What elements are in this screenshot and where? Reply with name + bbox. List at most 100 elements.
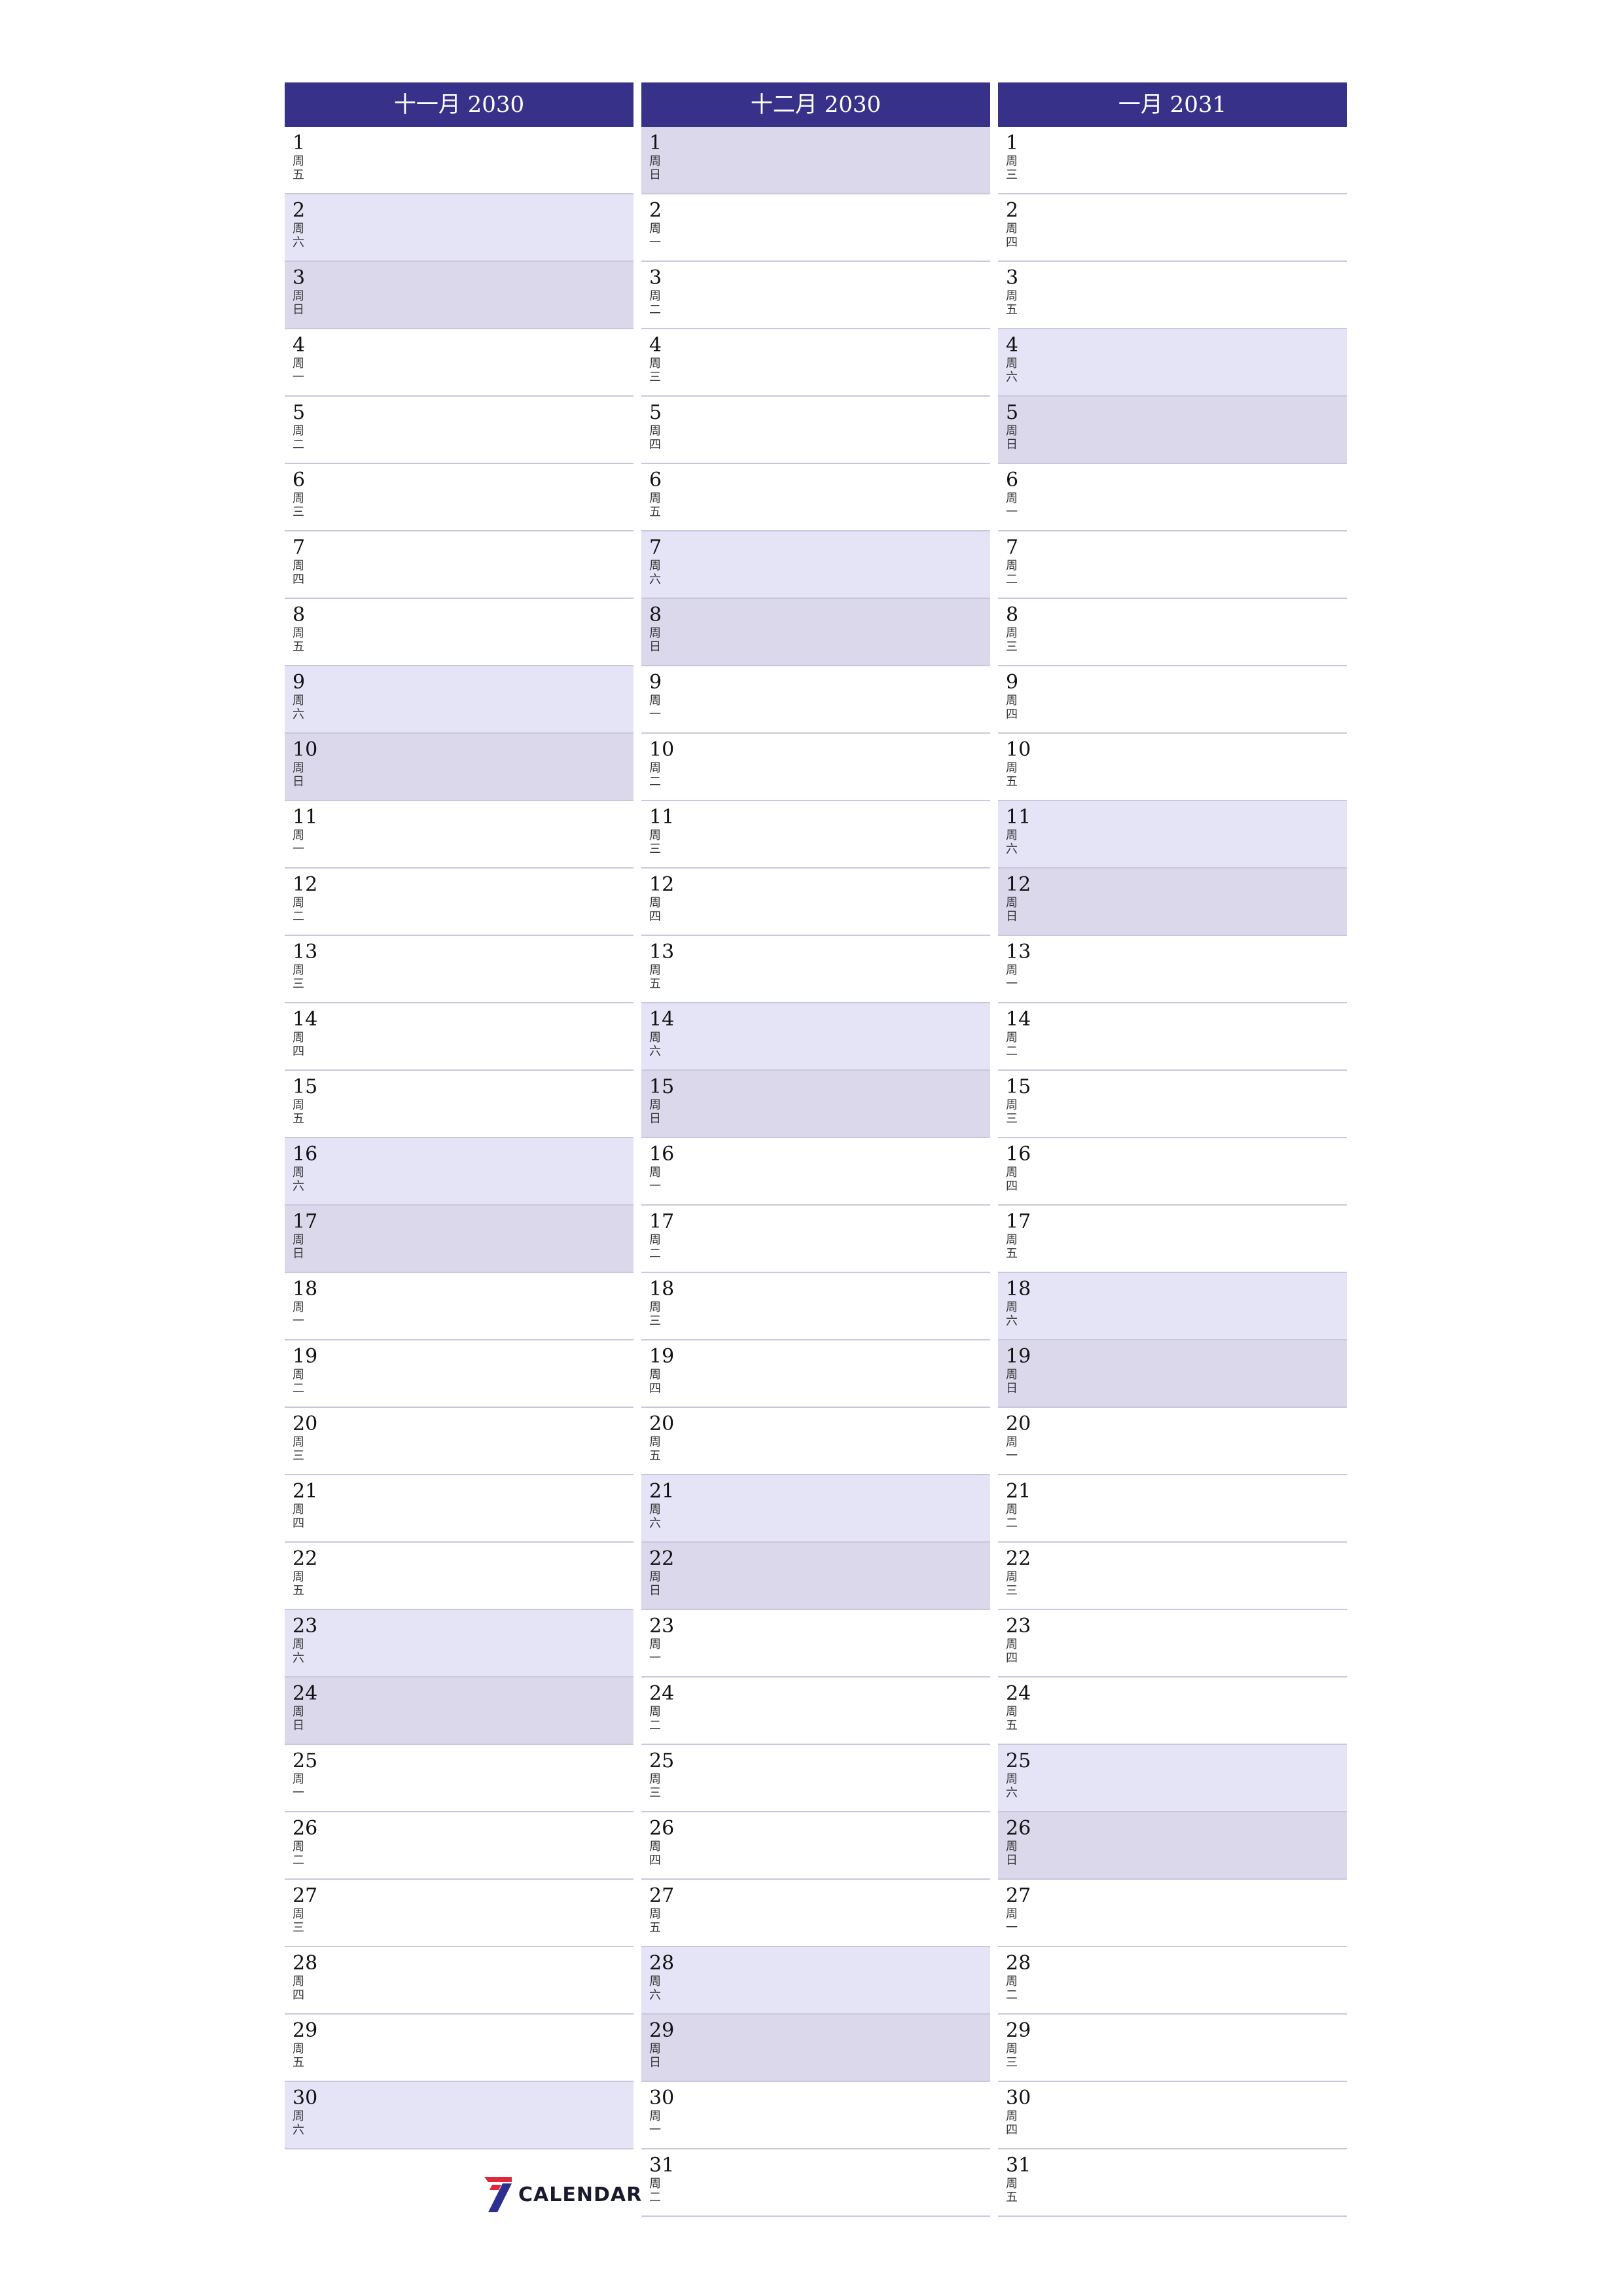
day-number: 10 xyxy=(293,738,318,761)
day-number: 16 xyxy=(649,1143,675,1166)
seven-logo-icon xyxy=(484,2177,512,2212)
day-number: 30 xyxy=(649,2087,675,2109)
day-list: 1 周五 2 周六 3 周日 4 周一 5 周二 6 周三 7 周四 8 周五 9 周六 10 周日 11 周一 12 周二 1… xyxy=(285,127,633,2149)
day-number: 7 xyxy=(1006,536,1019,559)
day-row: 15 周日 xyxy=(641,1071,990,1138)
day-row: 1 周五 xyxy=(285,127,633,194)
weekday-label: 周四 xyxy=(1006,222,1018,249)
weekday-label: 周三 xyxy=(293,963,304,991)
day-row: 27 周三 xyxy=(285,1880,633,1947)
day-number: 21 xyxy=(649,1480,675,1503)
day-row: 6 周一 xyxy=(998,464,1347,531)
day-number: 30 xyxy=(1006,2087,1031,2109)
weekday-label: 周三 xyxy=(649,1300,661,1328)
day-row: 23 周四 xyxy=(998,1610,1347,1677)
day-row: 3 周五 xyxy=(998,262,1347,329)
weekday-label: 周三 xyxy=(649,1772,661,1800)
day-number: 19 xyxy=(649,1345,675,1368)
weekday-label: 周一 xyxy=(649,1638,661,1665)
day-number: 26 xyxy=(1006,1817,1031,1840)
day-number: 21 xyxy=(293,1480,318,1503)
weekday-label: 周二 xyxy=(1006,559,1018,586)
day-number: 22 xyxy=(1006,1547,1031,1570)
weekday-label: 周五 xyxy=(293,2042,304,2070)
day-row: 26 周二 xyxy=(285,1812,633,1880)
weekday-label: 周二 xyxy=(293,424,304,452)
day-row: 15 周五 xyxy=(285,1071,633,1138)
weekday-label: 周三 xyxy=(1006,154,1018,182)
day-number: 14 xyxy=(1006,1008,1031,1031)
weekday-label: 周日 xyxy=(1006,896,1018,924)
day-row: 1 周日 xyxy=(641,127,990,194)
weekday-label: 周三 xyxy=(293,492,304,519)
day-number: 22 xyxy=(293,1547,318,1570)
weekday-label: 周四 xyxy=(649,896,661,924)
day-number: 15 xyxy=(649,1075,675,1098)
day-number: 28 xyxy=(293,1952,318,1975)
day-row: 19 周二 xyxy=(285,1340,633,1408)
day-row: 12 周日 xyxy=(998,869,1347,936)
weekday-label: 周五 xyxy=(293,1570,304,1598)
day-row: 16 周四 xyxy=(998,1138,1347,1206)
day-number: 3 xyxy=(293,266,306,289)
day-number: 1 xyxy=(649,132,662,154)
weekday-label: 周一 xyxy=(649,2109,661,2137)
day-number: 6 xyxy=(293,469,306,492)
weekday-label: 周四 xyxy=(1006,694,1018,721)
weekday-label: 周六 xyxy=(649,1503,661,1530)
day-number: 16 xyxy=(293,1143,318,1166)
weekday-label: 周六 xyxy=(293,694,304,721)
day-row: 6 周五 xyxy=(641,464,990,531)
weekday-label: 周二 xyxy=(649,1233,661,1261)
day-row: 10 周日 xyxy=(285,734,633,801)
day-row: 3 周日 xyxy=(285,262,633,329)
day-row: 18 周六 xyxy=(998,1273,1347,1340)
day-number: 17 xyxy=(1006,1210,1031,1233)
weekday-label: 周一 xyxy=(293,1772,304,1800)
weekday-label: 周一 xyxy=(649,694,661,721)
day-row: 9 周六 xyxy=(285,666,633,734)
day-number: 8 xyxy=(293,603,306,626)
weekday-label: 周六 xyxy=(293,1638,304,1665)
weekday-label: 周四 xyxy=(293,1031,304,1058)
day-number: 19 xyxy=(293,1345,318,1368)
day-row: 26 周四 xyxy=(641,1812,990,1880)
weekday-label: 周二 xyxy=(649,761,661,789)
logo-text: CALENDAR xyxy=(518,2183,643,2206)
day-number: 13 xyxy=(293,941,318,963)
weekday-label: 周六 xyxy=(1006,829,1018,856)
weekday-label: 周二 xyxy=(1006,1031,1018,1058)
weekday-label: 周日 xyxy=(293,1233,304,1261)
day-row: 2 周四 xyxy=(998,194,1347,262)
day-number: 25 xyxy=(293,1749,318,1772)
brand-logo[interactable]: CALENDAR xyxy=(483,2176,642,2214)
day-row: 2 周六 xyxy=(285,194,633,262)
weekday-label: 周二 xyxy=(293,896,304,924)
weekday-label: 周五 xyxy=(649,1435,661,1463)
weekday-label: 周四 xyxy=(293,559,304,586)
weekday-label: 周三 xyxy=(1006,2042,1018,2070)
day-number: 6 xyxy=(1006,469,1019,492)
day-row: 1 周三 xyxy=(998,127,1347,194)
day-row: 24 周五 xyxy=(998,1677,1347,1745)
day-number: 7 xyxy=(293,536,306,559)
weekday-label: 周六 xyxy=(1006,357,1018,384)
day-number: 31 xyxy=(1006,2154,1031,2177)
day-number: 24 xyxy=(1006,1682,1031,1705)
weekday-label: 周六 xyxy=(1006,1300,1018,1328)
month-header: 十二月 2030 xyxy=(641,82,990,127)
day-row: 15 周三 xyxy=(998,1071,1347,1138)
day-row: 21 周四 xyxy=(285,1475,633,1543)
day-list: 1 周三 2 周四 3 周五 4 周六 5 周日 6 周一 7 周二 8 周三 9 周四 10 周五 11 周六 12 周日 1… xyxy=(998,127,1347,2217)
day-number: 13 xyxy=(1006,941,1031,963)
day-number: 6 xyxy=(649,469,662,492)
day-row: 8 周五 xyxy=(285,599,633,666)
day-row: 13 周三 xyxy=(285,936,633,1003)
day-row: 23 周六 xyxy=(285,1610,633,1677)
day-number: 15 xyxy=(1006,1075,1031,1098)
day-row: 7 周四 xyxy=(285,531,633,599)
day-number: 15 xyxy=(293,1075,318,1098)
day-row: 28 周六 xyxy=(641,1947,990,2015)
weekday-label: 周一 xyxy=(293,829,304,856)
weekday-label: 周六 xyxy=(649,1031,661,1058)
